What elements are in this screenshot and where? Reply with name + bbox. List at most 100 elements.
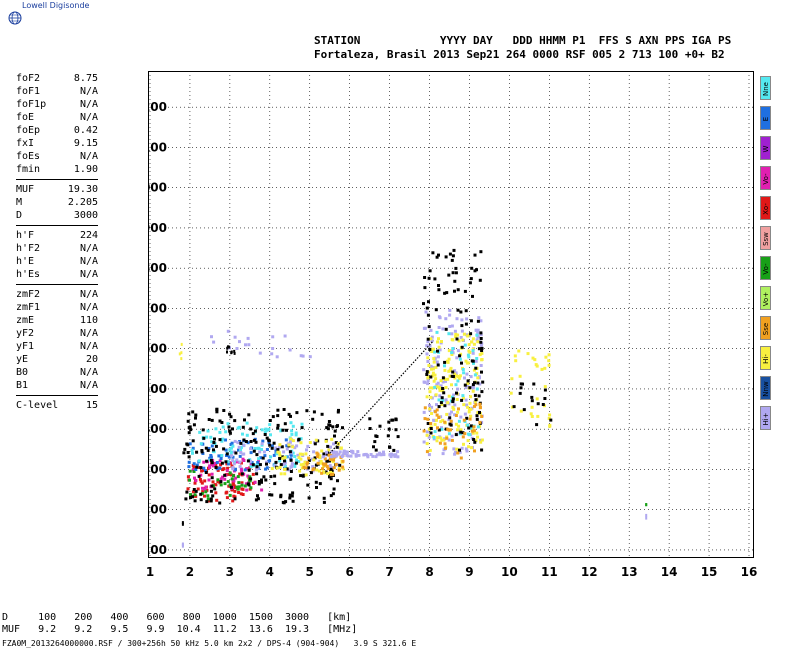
data-point [303, 460, 307, 464]
data-point [197, 474, 201, 478]
data-point [284, 438, 288, 442]
data-point [479, 331, 483, 335]
data-point [231, 467, 235, 471]
data-point [436, 363, 440, 367]
data-point [457, 407, 460, 411]
data-point [462, 403, 466, 407]
data-point [456, 428, 459, 432]
data-point [455, 356, 459, 360]
data-point [476, 376, 480, 380]
data-point [284, 500, 288, 504]
data-point [245, 421, 249, 425]
data-point [436, 426, 439, 430]
data-point [455, 398, 459, 401]
data-point [425, 373, 429, 376]
data-point [479, 440, 483, 444]
data-point [429, 328, 433, 332]
data-point [240, 481, 244, 485]
data-point [307, 496, 311, 500]
data-point [265, 448, 269, 451]
data-point [519, 386, 523, 390]
data-point [294, 431, 298, 435]
data-point [209, 458, 213, 462]
param-separator [16, 395, 98, 396]
data-point [468, 401, 472, 405]
data-point [238, 460, 242, 464]
data-point [259, 456, 263, 460]
data-point [425, 352, 429, 356]
data-point [203, 488, 207, 492]
data-point [225, 469, 229, 473]
data-point [191, 490, 195, 494]
data-point [434, 393, 438, 397]
data-point [202, 460, 206, 464]
data-point [260, 442, 264, 446]
data-point [394, 428, 398, 432]
data-point [547, 363, 551, 367]
data-point [444, 378, 448, 381]
data-point [444, 446, 447, 450]
data-point [302, 473, 306, 477]
data-point [255, 453, 259, 457]
data-point [368, 417, 372, 421]
data-point [453, 372, 457, 376]
data-point [463, 412, 467, 416]
data-point [478, 278, 482, 282]
data-point [432, 436, 436, 439]
data-point [461, 394, 465, 398]
data-point [195, 450, 199, 454]
data-point [251, 472, 255, 476]
data-point [465, 384, 469, 388]
data-point [454, 433, 458, 437]
data-point [375, 435, 379, 438]
param-row-fof2: foF2 8.75 [16, 72, 98, 85]
data-point [427, 364, 431, 367]
data-point [396, 455, 400, 459]
data-point [229, 443, 233, 446]
data-point [461, 396, 465, 400]
data-point [235, 347, 239, 350]
data-point [480, 438, 484, 442]
data-point [194, 468, 198, 471]
data-point [474, 398, 478, 402]
legend-swatch-e-1: E [760, 106, 771, 130]
data-point [425, 370, 429, 374]
data-point [249, 440, 253, 443]
data-point [183, 447, 187, 451]
data-point [230, 350, 233, 354]
data-point [325, 465, 329, 468]
data-point [427, 325, 431, 329]
data-point [341, 426, 344, 430]
data-point [460, 446, 464, 450]
data-point [322, 452, 326, 456]
data-point [291, 491, 295, 495]
data-point [339, 446, 343, 450]
data-point [281, 456, 285, 460]
data-point [478, 353, 482, 357]
legend-swatch-vo-7: Vo+ [760, 286, 771, 310]
data-point [448, 374, 452, 378]
data-point [288, 348, 292, 352]
data-point [454, 332, 458, 336]
data-point [356, 450, 360, 454]
data-point [237, 445, 241, 449]
data-point [249, 465, 253, 469]
data-point [426, 422, 430, 425]
data-point [366, 455, 370, 459]
data-point [467, 410, 471, 414]
data-point [462, 332, 466, 336]
data-point [475, 357, 479, 360]
data-point [342, 449, 346, 453]
data-point [429, 425, 433, 429]
data-point [426, 356, 430, 360]
param-row-zmf2: zmF2 N/A [16, 288, 98, 301]
param-separator [16, 225, 98, 226]
param-label: yE [16, 354, 29, 365]
data-point [535, 397, 539, 401]
data-point [220, 439, 224, 443]
data-point [439, 401, 443, 405]
data-point [428, 348, 432, 351]
data-point [198, 477, 202, 481]
data-point [254, 440, 258, 444]
data-point [450, 434, 454, 438]
